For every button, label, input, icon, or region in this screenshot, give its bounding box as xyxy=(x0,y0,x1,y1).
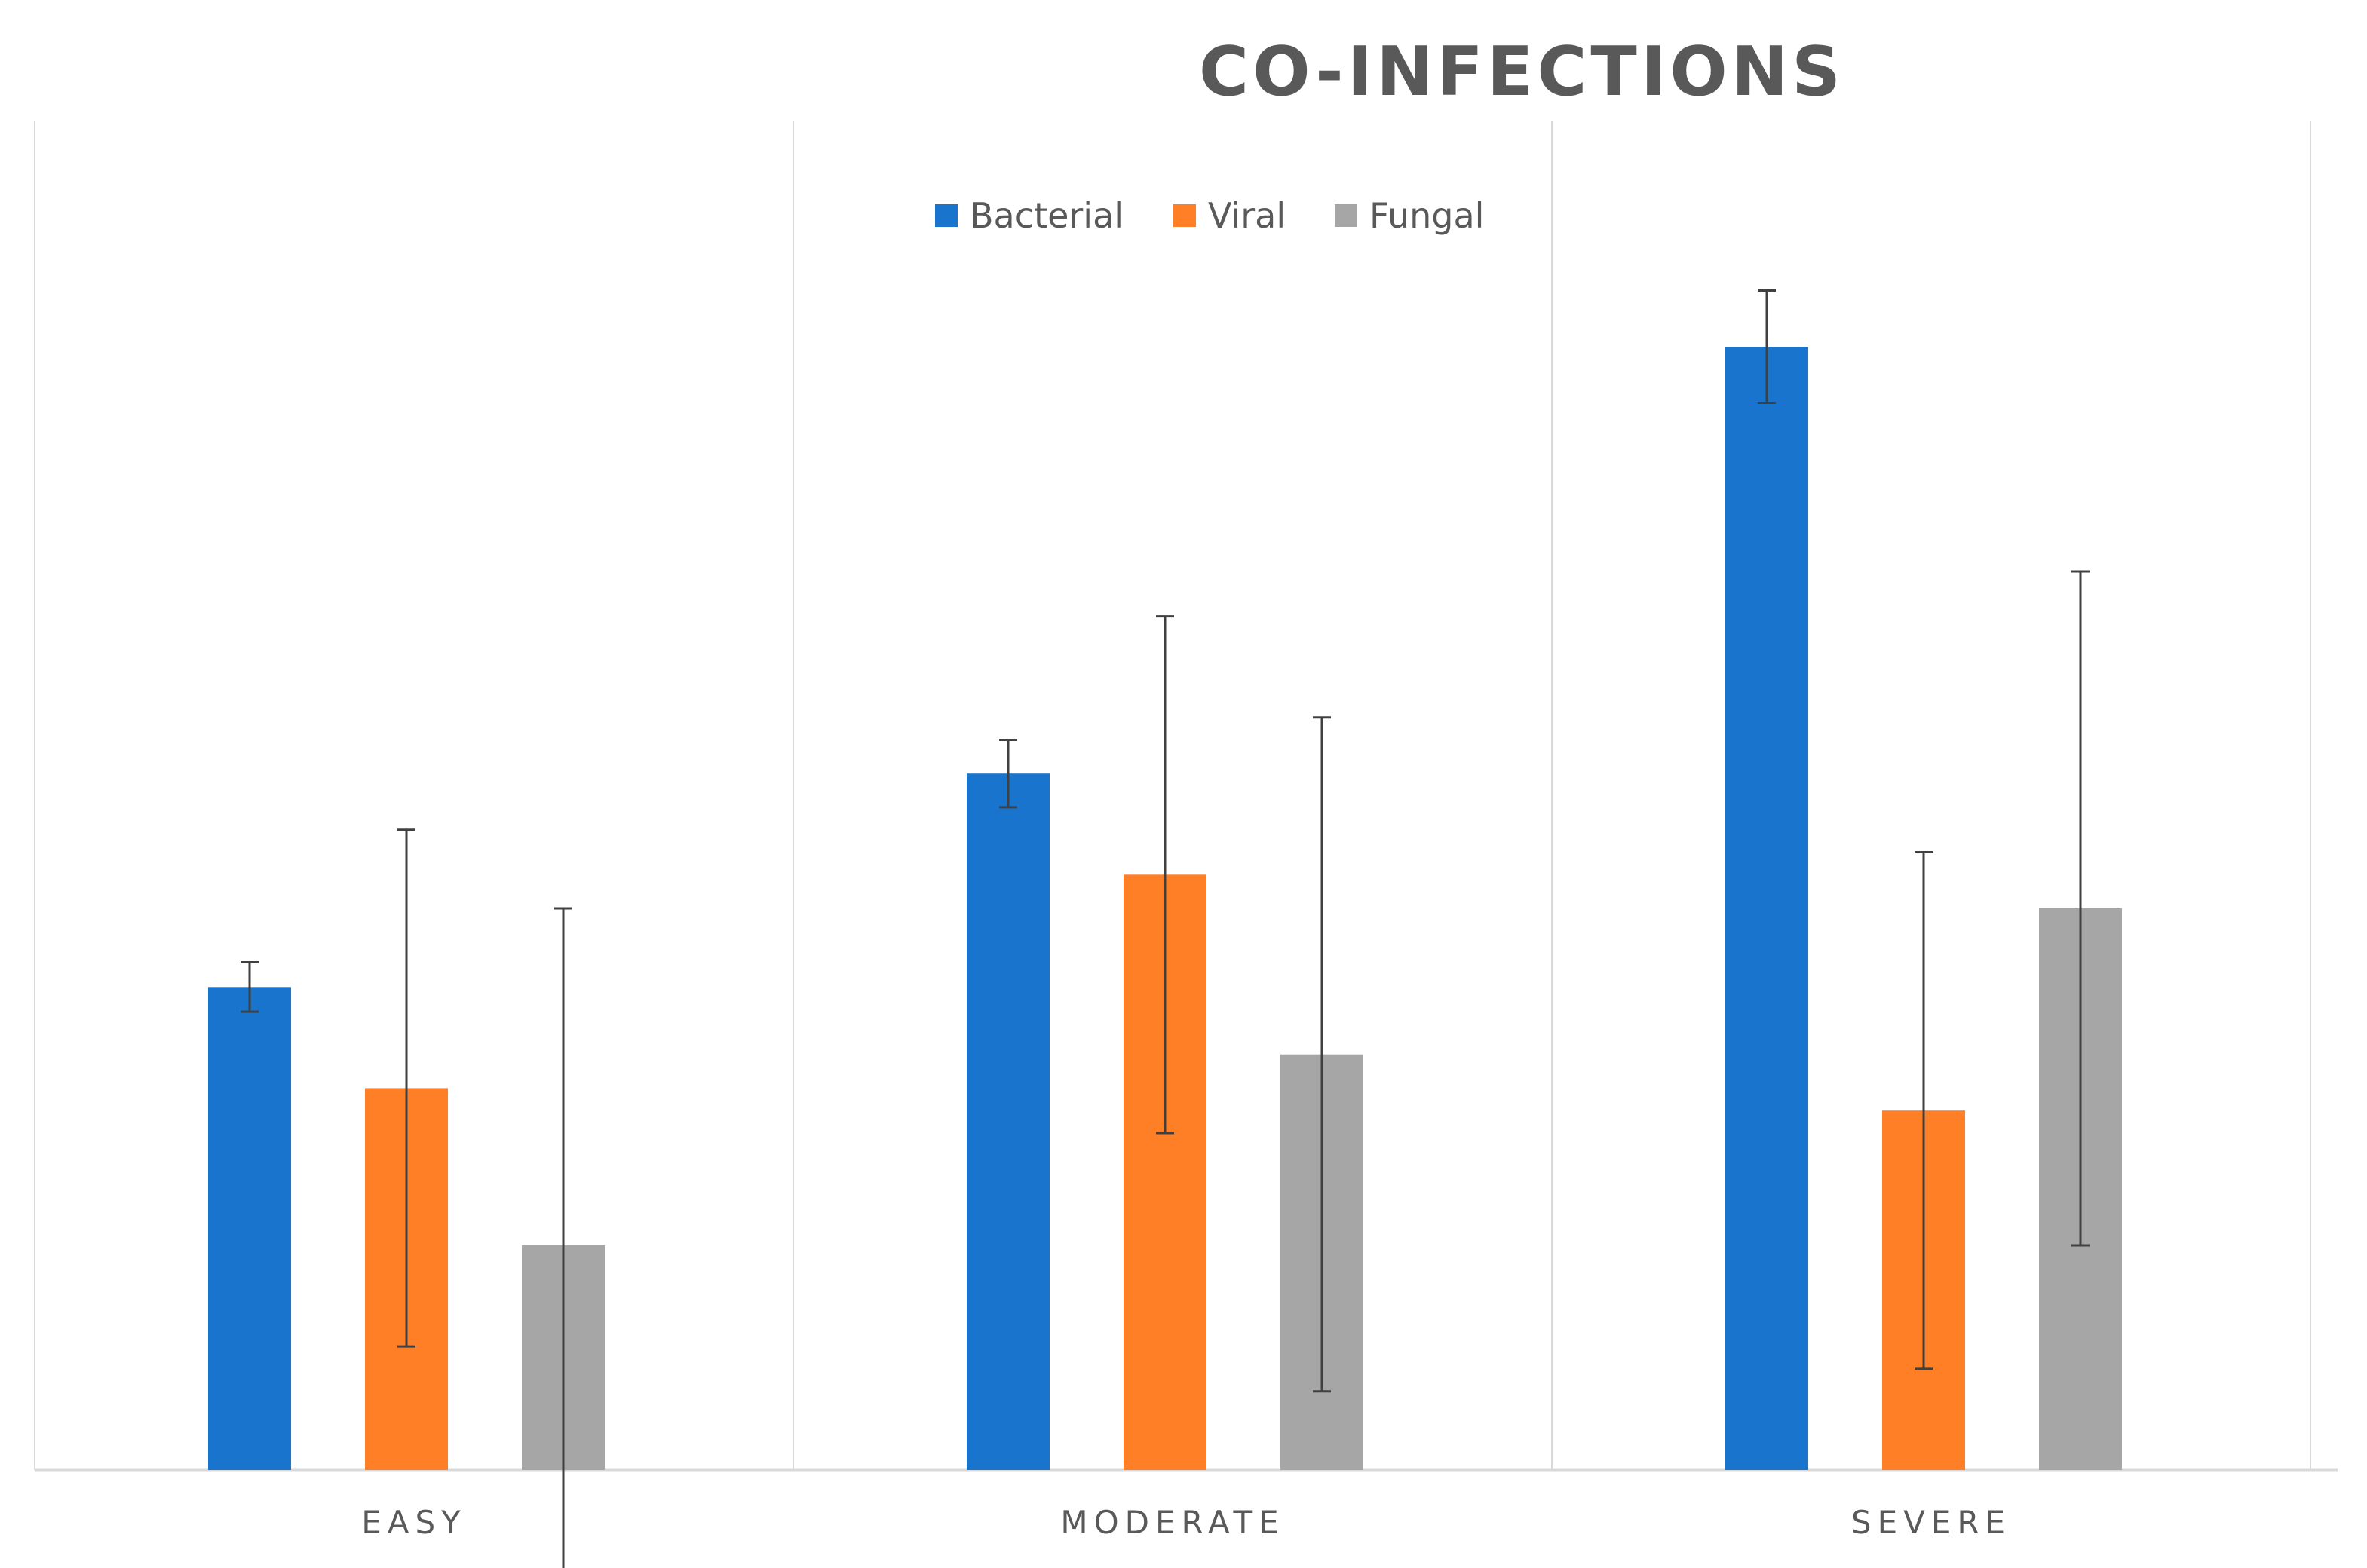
legend-item-viral: Viral xyxy=(1173,195,1286,236)
error-bar-fungal-easy xyxy=(554,907,572,1568)
legend-swatch-fungal xyxy=(1335,204,1357,227)
bar-bacterial-severe xyxy=(1725,347,1808,1470)
error-bar-fungal-moderate xyxy=(1313,716,1331,1393)
x-tick-label-easy: EASY xyxy=(361,1504,467,1541)
error-bar-viral-moderate xyxy=(1156,615,1174,1135)
error-bar-bacterial-severe xyxy=(1758,289,1776,404)
category-dividers xyxy=(34,121,2311,1470)
x-tick-label-severe: SEVERE xyxy=(1851,1504,2011,1541)
error-bar-viral-easy xyxy=(397,828,415,1348)
legend-item-bacterial: Bacterial xyxy=(935,195,1124,236)
bar-bacterial-moderate xyxy=(967,773,1050,1470)
legend-swatch-bacterial xyxy=(935,204,958,227)
legend-label-fungal: Fungal xyxy=(1369,195,1484,236)
legend: Bacterial Viral Fungal xyxy=(935,195,1484,236)
error-bar-group xyxy=(241,289,2090,1568)
chart-title: CO-INFECTIONS xyxy=(1199,32,1844,112)
legend-label-bacterial: Bacterial xyxy=(970,195,1124,236)
legend-label-viral: Viral xyxy=(1208,195,1286,236)
bar-bacterial-easy xyxy=(208,987,291,1470)
error-bar-bacterial-moderate xyxy=(999,739,1017,809)
error-bar-fungal-severe xyxy=(2071,570,2090,1247)
legend-item-fungal: Fungal xyxy=(1335,195,1484,236)
x-tick-label-moderate: MODERATE xyxy=(1060,1504,1284,1541)
error-bar-viral-severe xyxy=(1915,851,1933,1370)
x-tick-labels: EASY MODERATE SEVERE xyxy=(361,1504,2011,1541)
legend-swatch-viral xyxy=(1173,204,1196,227)
error-bar-bacterial-easy xyxy=(241,961,259,1013)
